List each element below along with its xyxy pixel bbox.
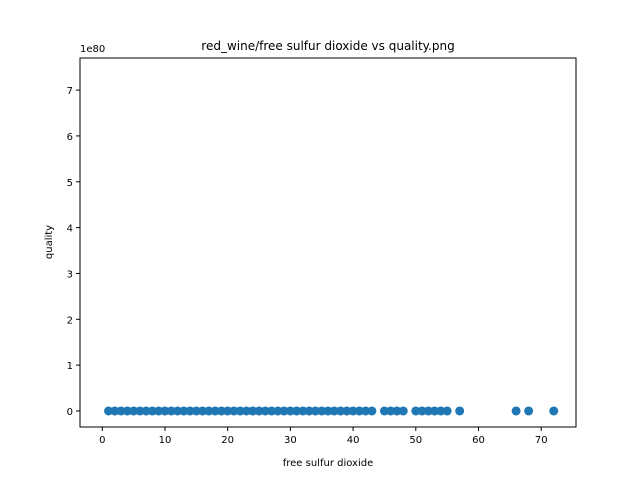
data-point	[116, 406, 126, 416]
data-point	[129, 406, 139, 416]
y-tick-label: 1	[67, 361, 73, 372]
y-tick-label: 7	[67, 86, 73, 97]
data-point	[379, 406, 389, 416]
data-point	[317, 406, 327, 416]
data-point	[285, 406, 295, 416]
data-point	[241, 406, 251, 416]
data-point	[166, 406, 176, 416]
x-tick-label: 70	[535, 435, 548, 446]
data-point	[392, 406, 402, 416]
data-point	[216, 406, 226, 416]
data-point	[173, 406, 183, 416]
x-tick-label: 10	[159, 435, 172, 446]
data-point	[342, 406, 352, 416]
x-tick-label: 60	[472, 435, 485, 446]
data-point	[386, 406, 396, 416]
data-point	[292, 406, 302, 416]
data-point	[511, 406, 521, 416]
data-point	[455, 406, 465, 416]
data-point	[154, 406, 164, 416]
data-point	[273, 406, 283, 416]
x-tick-label: 40	[347, 435, 360, 446]
data-point	[110, 406, 120, 416]
data-point	[304, 406, 314, 416]
y-tick-label: 3	[67, 269, 73, 280]
data-point	[147, 406, 157, 416]
data-point	[248, 406, 258, 416]
data-point	[104, 406, 114, 416]
data-point	[235, 406, 245, 416]
data-point	[179, 406, 189, 416]
data-point	[260, 406, 270, 416]
data-point	[185, 406, 195, 416]
data-point	[279, 406, 289, 416]
data-point	[267, 406, 277, 416]
data-point	[336, 406, 346, 416]
y-tick-label: 5	[67, 178, 73, 189]
data-point	[423, 406, 433, 416]
y-axis-label: quality	[44, 225, 55, 259]
x-tick-label: 30	[284, 435, 297, 446]
x-axis-label: free sulfur dioxide	[283, 458, 374, 469]
y-offset-label: 1e80	[80, 44, 105, 55]
x-tick-label: 0	[99, 435, 105, 446]
data-point	[254, 406, 264, 416]
data-points	[104, 406, 559, 416]
data-point	[354, 406, 364, 416]
data-point	[430, 406, 440, 416]
data-point	[329, 406, 339, 416]
data-point	[223, 406, 233, 416]
y-tick-label: 2	[67, 315, 73, 326]
data-point	[191, 406, 201, 416]
data-point	[298, 406, 308, 416]
data-point	[229, 406, 239, 416]
data-point	[442, 406, 452, 416]
data-point	[141, 406, 151, 416]
data-point	[323, 406, 333, 416]
data-point	[524, 406, 534, 416]
axis-ticks: 0 10 20 30 40 50 60 70 0 1 2 3 4 5 6 7	[67, 86, 548, 446]
data-point	[367, 406, 377, 416]
data-point	[549, 406, 559, 416]
y-tick-label: 6	[67, 132, 73, 143]
data-point	[436, 406, 446, 416]
data-point	[160, 406, 170, 416]
data-point	[398, 406, 408, 416]
data-point	[411, 406, 421, 416]
data-point	[417, 406, 427, 416]
chart-title: red_wine/free sulfur dioxide vs quality.…	[201, 39, 454, 53]
data-point	[122, 406, 132, 416]
data-point	[310, 406, 320, 416]
data-point	[361, 406, 371, 416]
x-tick-label: 50	[409, 435, 422, 446]
data-point	[348, 406, 358, 416]
x-tick-label: 20	[221, 435, 234, 446]
data-point	[210, 406, 220, 416]
plot-frame	[79, 57, 577, 428]
data-point	[198, 406, 208, 416]
data-point	[204, 406, 214, 416]
y-tick-label: 0	[67, 407, 73, 418]
data-point	[135, 406, 145, 416]
y-tick-label: 4	[67, 224, 73, 235]
